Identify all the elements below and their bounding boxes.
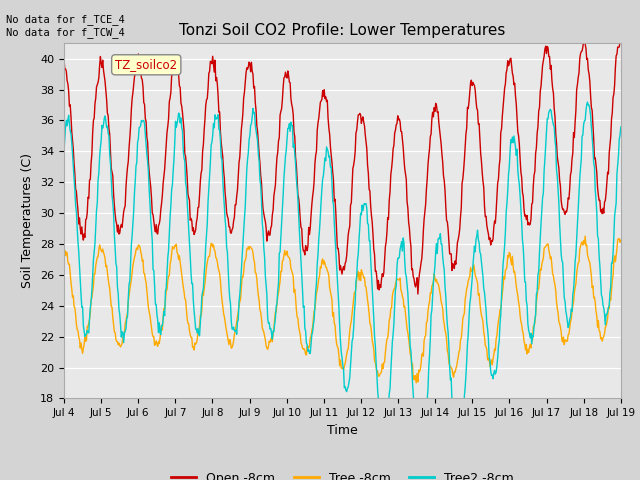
Text: No data for f_TCE_4
No data for f_TCW_4: No data for f_TCE_4 No data for f_TCW_4: [6, 14, 125, 38]
Text: TZ_soilco2: TZ_soilco2: [115, 58, 177, 72]
Legend: Open -8cm, Tree -8cm, Tree2 -8cm: Open -8cm, Tree -8cm, Tree2 -8cm: [166, 467, 519, 480]
X-axis label: Time: Time: [327, 424, 358, 437]
Title: Tonzi Soil CO2 Profile: Lower Temperatures: Tonzi Soil CO2 Profile: Lower Temperatur…: [179, 23, 506, 38]
Y-axis label: Soil Temperatures (C): Soil Temperatures (C): [22, 153, 35, 288]
